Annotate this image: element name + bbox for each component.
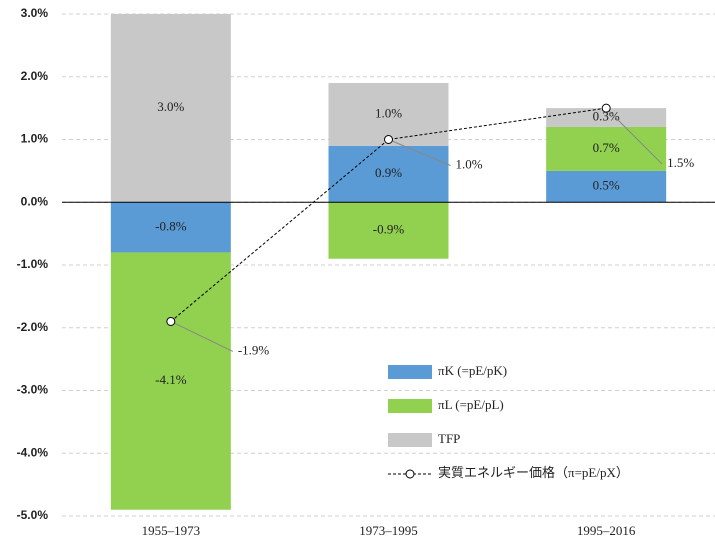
y-tick-label: 3.0% [21, 6, 49, 20]
line-series [170, 107, 607, 322]
y-tick-label: 0.0% [21, 194, 49, 208]
bar-segment [546, 108, 667, 127]
legend-label: 実質エネルギー価格（π=pE/pX） [438, 465, 629, 480]
bar-segment [110, 252, 231, 510]
line-point [166, 316, 176, 326]
y-tick-label: 1.0% [21, 132, 49, 146]
data-label: -1.9% [238, 342, 270, 357]
leader-line [605, 107, 663, 165]
bar-segment [328, 202, 449, 259]
legend-swatch [388, 433, 432, 447]
data-label: -0.8% [155, 218, 187, 233]
data-label: 1.0% [375, 105, 402, 120]
legend-swatch [405, 469, 415, 479]
data-label: 0.9% [375, 165, 402, 180]
bar-segment [110, 14, 231, 203]
data-label: 0.7% [593, 140, 620, 155]
y-tick-label: -2.0% [17, 320, 49, 334]
y-tick-label: -1.0% [17, 257, 49, 271]
leader-line [170, 321, 234, 352]
data-label: -0.9% [373, 221, 405, 236]
x-tick-label: 1995–2016 [577, 523, 636, 538]
data-label: 0.3% [593, 109, 620, 124]
data-label: 3.0% [157, 99, 184, 114]
bar-segment [546, 126, 667, 171]
legend-label: πK (=pE/pK) [438, 363, 507, 378]
data-label: -4.1% [155, 372, 187, 387]
data-label: 1.0% [456, 156, 483, 171]
bar-segment [328, 145, 449, 203]
y-tick-label: 2.0% [21, 69, 49, 83]
legend-label: TFP [438, 431, 460, 446]
data-label: 1.5% [667, 155, 694, 170]
data-label: 0.5% [593, 178, 620, 193]
x-tick-label: 1955–1973 [142, 523, 201, 538]
legend-swatch [388, 365, 432, 379]
x-tick-label: 1973–1995 [359, 523, 418, 538]
line-point [384, 135, 393, 144]
bar-segment [110, 202, 231, 253]
leader-line [388, 139, 451, 166]
y-tick-label: -4.0% [17, 445, 49, 459]
y-tick-label: -5.0% [17, 508, 49, 522]
line-point [601, 103, 611, 113]
legend-swatch [388, 399, 432, 413]
legend-label: πL (=pE/pL) [438, 397, 504, 412]
y-tick-label: -3.0% [17, 383, 49, 397]
bar-segment [546, 170, 667, 203]
